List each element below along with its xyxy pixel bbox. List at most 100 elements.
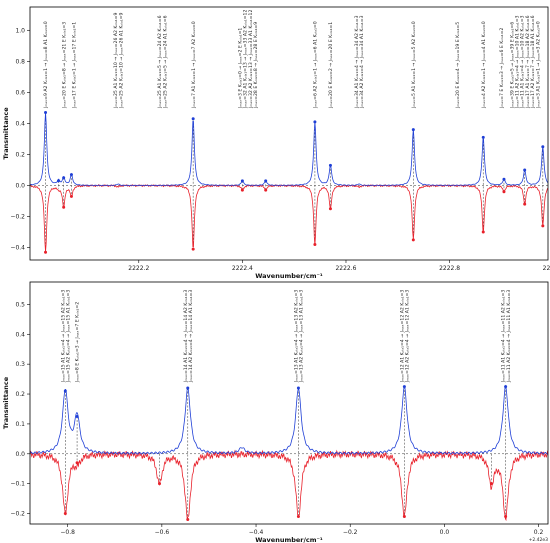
peak-marker-positive xyxy=(186,386,190,390)
transition-annotation: Jₘₐₓ=15 A1 Kₒₗₐ₁=4 → Jₘₐₓ=15 A2 Kₒₗₐ₁=3 xyxy=(60,290,66,383)
peak-marker-positive xyxy=(502,177,506,181)
transition-annotation: Jₘₐₓ=11 A2 Kₒₗₐ₁=4 → Jₘₐₓ=10 A1 Kₒₗₐ₁=3 xyxy=(514,15,520,108)
y-tick-label: −0.4 xyxy=(10,245,25,252)
y-tick-label: 0.4 xyxy=(15,120,25,127)
bottom-spectrum-panel: −0.8 −0.6 −0.4 −0.2 0.0 0.2 −0.2 −0.1 0.0 0.1 0.2 0… xyxy=(2,281,549,543)
transition-annotation: Jₘₐₓ=6 A2 Kₒₗₐ₁=1 → Jₘₐₓ=6 A1 Kₒₗₐ₁=0 xyxy=(313,21,319,109)
peak-marker-negative xyxy=(523,202,527,206)
transition-annotation: Jₘₐₓ=5 A1 Kₒₗₐ₁=1 → Jₘₐₓ=5 A2 Kₒₗₐ₁=0 xyxy=(411,21,417,109)
y-tick-label: 0.8 xyxy=(15,58,25,65)
series-positive-line xyxy=(30,112,548,187)
y-tick-label: −0.2 xyxy=(10,511,25,518)
transition-annotation: Jₘₐₓ=17 A2 Kₒₗₐ₁=7 → Jₘₐₓ=18 A1 Kₒₗₐ₁=6 xyxy=(530,15,536,108)
series-positive-line xyxy=(30,384,548,455)
peak-marker-negative xyxy=(489,482,493,486)
peak-marker-negative xyxy=(62,205,66,209)
peak-marker-positive xyxy=(63,389,67,393)
y-tick-label: 0.0 xyxy=(15,182,25,189)
transition-annotation: Jₘₐₓ=14 A2 Kₒₗₐ₁=4 → Jₘₐₓ=14 A1 Kₒₗₐ₁=3 xyxy=(188,290,194,383)
plot-area xyxy=(30,384,548,522)
plot-frame xyxy=(29,281,549,525)
plot-frame xyxy=(29,6,549,261)
y-tick-label: 1.0 xyxy=(15,27,25,34)
x-tick-label: 2223.0 xyxy=(543,265,550,272)
x-offset-label: +2.42e3 xyxy=(529,537,549,543)
x-tick-label: 2222.4 xyxy=(232,265,253,272)
peak-marker-positive xyxy=(523,168,527,172)
x-tick-label: −0.6 xyxy=(155,529,170,536)
y-tick-label: 0.1 xyxy=(15,421,25,428)
peak-marker-positive xyxy=(75,414,79,418)
transition-annotation: Jₘₐₓ=7 E Kₒₗₐ₁=3 → Jₘₐₓ=6 E Kₒₗₐ₁=2 xyxy=(499,28,505,109)
peak-marker-negative xyxy=(541,224,545,228)
transition-annotation: Jₘₐₓ=9 A2 Kₒₗₐ₁=1 → Jₘₐₓ=8 A1 Kₒₗₐ₁=0 xyxy=(43,21,49,109)
x-tick-label: −0.4 xyxy=(249,529,264,536)
transition-annotation: Jₘₐₓ=13 A1 Kₒₗₐ₁=4 → Jₘₐₓ=13 A2 Kₒₗₐ₁=3 xyxy=(293,290,299,383)
transition-annotation: Jₘₐₓ=20 E Kₒₗₐ₁=8 → Jₘₐₓ=21 E Kₒₗₐ₁=3 xyxy=(61,22,67,109)
x-tick-label: 2222.8 xyxy=(439,265,460,272)
peak-marker-positive xyxy=(191,117,195,121)
transition-annotation: Jₘₐₓ=15 A2 Kₒₗₐ₁=4 → Jₘₐₓ=15 A1 Kₒₗₐ₁=3 xyxy=(66,290,72,383)
x-tick-label: −0.2 xyxy=(343,529,358,536)
transition-annotation: Jₘₐₓ=20 E Kₒₗₐ₁=2 → Jₘₐₓ=20 E Kₒₗₐ₁=1 xyxy=(328,22,334,109)
transition-annotation: Jₘₐₓ=3 E Kₒₗₐ₁=0 → Jₘₐₓ=2 E Kₒₗₐ₁=1 xyxy=(237,28,243,109)
peak-marker-negative xyxy=(402,515,406,519)
peak-marker-negative xyxy=(504,515,508,519)
peak-marker-positive xyxy=(541,145,545,149)
peak-marker-negative xyxy=(186,518,190,522)
series-negative-line xyxy=(30,184,548,252)
transition-annotation: Jₘₐₓ=12 A1 Kₒₗₐ₁=4 → Jₘₐₓ=12 A2 Kₒₗₐ₁=3 xyxy=(399,290,405,383)
transition-annotation: Jₘₐₓ=17 A1 Kₒₗₐ₁=7 → Jₘₐₓ=18 A2 Kₒₗₐ₁=6 xyxy=(525,15,531,108)
transition-annotation: Jₘₐₓ=34 A1 Kₒₗₐ₁=4 → Jₘₐₓ=34 A2 Kₒₗₐ₁=3 xyxy=(354,15,360,108)
transition-annotation: Jₘₐₓ=17 E Kₒₗₐ₁=1 → Jₘₐₓ=17 E Kₒₗₐ₁=1 xyxy=(72,22,78,109)
peak-marker-negative xyxy=(502,190,506,194)
series-negative-line xyxy=(30,449,548,522)
peak-marker-negative xyxy=(411,238,415,242)
peak-marker-positive xyxy=(264,179,268,183)
transition-annotation: Jₘₐₓ=32 A2 Kₒₗₐ₁=13 → Jₘₐₓ=33 A1 Kₒₗₐ₁=1… xyxy=(248,10,254,109)
transition-annotation: Jₘₐₓ=11 A1 Kₒₗₐ₁=4 → Jₘₐₓ=10 A2 Kₒₗₐ₁=3 xyxy=(520,15,526,108)
peak-marker-negative xyxy=(63,512,67,516)
y-tick-label: −0.2 xyxy=(10,214,25,221)
peak-marker-positive xyxy=(62,176,66,180)
peak-marker-negative xyxy=(313,242,317,246)
x-tick-label: 2222.6 xyxy=(335,265,356,272)
transition-annotation: Jₘₐₓ=14 A1 Kₒₗₐ₁=4 → Jₘₐₓ=14 A2 Kₒₗₐ₁=3 xyxy=(183,290,189,383)
peak-marker-positive xyxy=(402,385,406,389)
y-tick-label: −0.1 xyxy=(10,481,25,488)
transition-annotation: Jₘₐₓ=11 A1 Kₒₗₐ₁=4 → Jₘₐₓ=11 A2 Kₒₗₐ₁=3 xyxy=(501,290,507,383)
top-spectrum-panel: 2222.2 2222.4 2222.6 2222.8 2223.0 −0.4 −0.2 0.… xyxy=(2,6,550,280)
transition-annotation: Jₘₐₓ=25 A1 Kₒₗₐ₁=10 → Jₘₐₓ=26 A2 Kₒₗₐ₁=9 xyxy=(113,12,119,108)
x-tick-label: 0.2 xyxy=(534,529,544,536)
plot-area xyxy=(30,111,548,254)
peak-marker-positive xyxy=(481,135,485,139)
peak-marker-negative xyxy=(296,515,300,519)
transition-annotation: Jₘₐₓ=12 A2 Kₒₗₐ₁=4 → Jₘₐₓ=12 A1 Kₒₗₐ₁=3 xyxy=(405,290,411,383)
peak-marker-positive xyxy=(69,173,73,177)
transition-annotation: Jₘₐₓ=32 A1 Kₒₗₐ₁=13 → Jₘₐₓ=33 A2 Kₒₗₐ₁=1… xyxy=(243,10,249,109)
y-tick-label: 0.2 xyxy=(15,391,25,398)
peak-marker-negative xyxy=(191,247,195,251)
transition-annotation: Jₘₐₓ=25 A2 Kₒₗₐ₁=10 → Jₘₐₓ=26 A1 Kₒₗₐ₁=9 xyxy=(118,12,124,108)
y-tick-label: 0.0 xyxy=(15,451,25,458)
peak-marker-negative xyxy=(44,250,48,254)
y-tick-label: 0.2 xyxy=(15,151,25,158)
transition-annotation: Jₘₐₓ=39 E Kₒₗₐ₁=5 → Jₘₐₓ=39 E Kₒₗₐ₁=6 xyxy=(509,22,515,109)
transition-annotation: Jₘₐₓ=3 A1 Kₒₗₐ₁=1 → Jₘₐₓ=3 A2 Kₒₗₐ₁=0 xyxy=(535,21,541,109)
transition-annotation: Jₘₐₓ=25 A1 Kₒₗₐ₁=5 → Jₘₐₓ=24 A2 Kₒₗₐ₁=6 xyxy=(157,15,163,108)
transition-annotation: Jₘₐₓ=8 E Kₒₗₐ₁=3 → Jₘₐₓ=7 E Kₒₗₐ₁=2 xyxy=(75,302,81,383)
peak-marker-positive xyxy=(296,386,300,390)
x-tick-label: 0.0 xyxy=(440,529,450,536)
transition-annotation: Jₘₐₓ=20 E Kₒₗₐ₁=4 → Jₘₐₓ=19 E Kₒₗₐ₁=5 xyxy=(455,22,461,109)
x-tick-label: 2222.2 xyxy=(128,265,149,272)
y-tick-label: 0.6 xyxy=(15,89,25,96)
peak-marker-positive xyxy=(504,385,508,389)
peak-marker-positive xyxy=(240,179,244,183)
peak-marker-negative xyxy=(328,207,332,211)
y-axis-label: Transmittance xyxy=(2,107,10,160)
peak-marker-negative xyxy=(69,194,73,198)
transition-annotation: Jₘₐₓ=7 A1 Kₒₗₐ₁=1 → Jₘₐₓ=7 A2 Kₒₗₐ₁=0 xyxy=(191,21,197,109)
peak-marker-positive xyxy=(313,120,317,124)
peak-marker-positive xyxy=(44,111,48,115)
